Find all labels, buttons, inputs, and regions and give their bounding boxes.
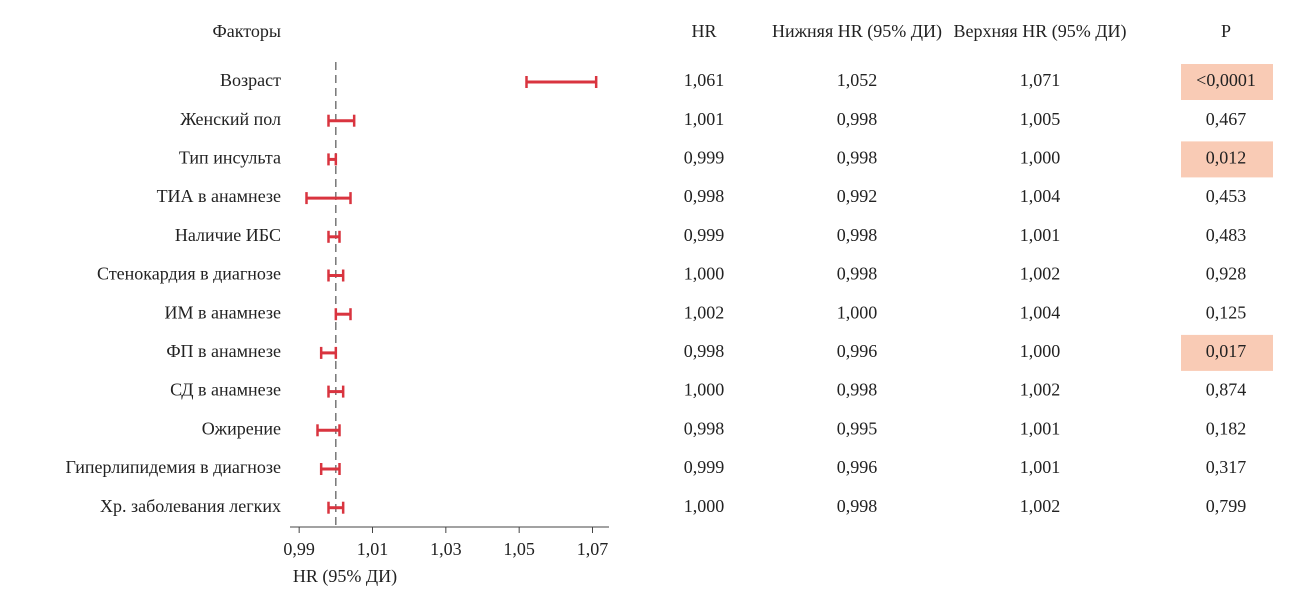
x-tick-label: 0,99 (283, 539, 315, 559)
p-highlight (1181, 64, 1273, 100)
p-value: 0,874 (1206, 380, 1247, 400)
x-tick-label: 1,03 (430, 539, 462, 559)
factor-label: Наличие ИБС (175, 225, 281, 245)
table-cell: 0,998 (684, 418, 725, 438)
p-value: 0,928 (1206, 264, 1247, 284)
factor-label: Женский пол (180, 109, 281, 129)
table-cell: 0,998 (837, 264, 878, 284)
p-value: 0,017 (1206, 341, 1247, 361)
table-cell: 0,992 (837, 186, 878, 206)
factor-label: ФП в анамнезе (166, 341, 281, 361)
table-cell: 1,001 (1020, 418, 1061, 438)
factor-label: Хр. заболевания легких (100, 496, 281, 516)
x-tick-label: 1,01 (357, 539, 389, 559)
table-cell: 0,999 (684, 225, 725, 245)
table-cell: 1,061 (684, 70, 725, 90)
table-cell: 1,002 (1020, 496, 1061, 516)
factor-label: СД в анамнезе (170, 380, 281, 400)
table-cell: 1,001 (1020, 457, 1061, 477)
p-value: <0,0001 (1196, 70, 1256, 90)
table-cell: 1,000 (837, 302, 878, 322)
table-cell: 1,001 (1020, 225, 1061, 245)
column-header: P (1221, 21, 1231, 41)
table-cell: 1,002 (1020, 264, 1061, 284)
column-header: Факторы (213, 21, 281, 41)
table-cell: 1,000 (684, 496, 725, 516)
table-cell: 0,998 (837, 496, 878, 516)
table-cell: 0,998 (684, 341, 725, 361)
p-value: 0,799 (1206, 496, 1247, 516)
x-axis-label: HR (95% ДИ) (293, 566, 397, 587)
factor-label: Гиперлипидемия в диагнозе (66, 457, 281, 477)
table-cell: 0,996 (837, 341, 878, 361)
p-value: 0,125 (1206, 302, 1247, 322)
table-cell: 0,999 (684, 148, 725, 168)
factor-label: ИМ в анамнезе (165, 302, 281, 322)
p-highlight (1181, 334, 1273, 371)
p-value: 0,012 (1206, 148, 1247, 168)
column-header: Верхняя HR (95% ДИ) (954, 21, 1127, 42)
table-cell: 1,002 (684, 302, 725, 322)
table-cell: 0,998 (837, 148, 878, 168)
table-cell: 0,998 (684, 186, 725, 206)
table-cell: 0,995 (837, 418, 878, 438)
table-cell: 1,001 (684, 109, 725, 129)
p-value: 0,453 (1206, 186, 1247, 206)
factor-label: ТИА в анамнезе (157, 186, 281, 206)
table-cell: 0,999 (684, 457, 725, 477)
table-cell: 0,998 (837, 380, 878, 400)
table-cell: 1,071 (1020, 70, 1061, 90)
p-value: 0,467 (1206, 109, 1247, 129)
x-tick-label: 1,05 (503, 539, 535, 559)
p-highlight (1181, 141, 1273, 178)
table-cell: 1,005 (1020, 109, 1061, 129)
factor-label: Стенокардия в диагнозе (97, 264, 281, 284)
table-cell: 1,000 (684, 380, 725, 400)
table-cell: 1,000 (1020, 341, 1061, 361)
factor-label: Тип инсульта (179, 148, 281, 168)
table-cell: 1,052 (837, 70, 878, 90)
factor-label: Ожирение (202, 418, 281, 438)
table-cell: 0,998 (837, 109, 878, 129)
column-header: Нижняя HR (95% ДИ) (772, 21, 942, 42)
table-cell: 1,004 (1020, 186, 1061, 206)
table-cell: 1,000 (684, 264, 725, 284)
x-tick-label: 1,07 (577, 539, 609, 559)
table-cell: 0,998 (837, 225, 878, 245)
p-value: 0,317 (1206, 457, 1247, 477)
table-cell: 0,996 (837, 457, 878, 477)
column-header: HR (691, 21, 716, 41)
p-value: 0,182 (1206, 418, 1247, 438)
factor-label: Возраст (220, 70, 281, 90)
table-cell: 1,000 (1020, 148, 1061, 168)
table-cell: 1,002 (1020, 380, 1061, 400)
table-cell: 1,004 (1020, 302, 1061, 322)
p-value: 0,483 (1206, 225, 1247, 245)
